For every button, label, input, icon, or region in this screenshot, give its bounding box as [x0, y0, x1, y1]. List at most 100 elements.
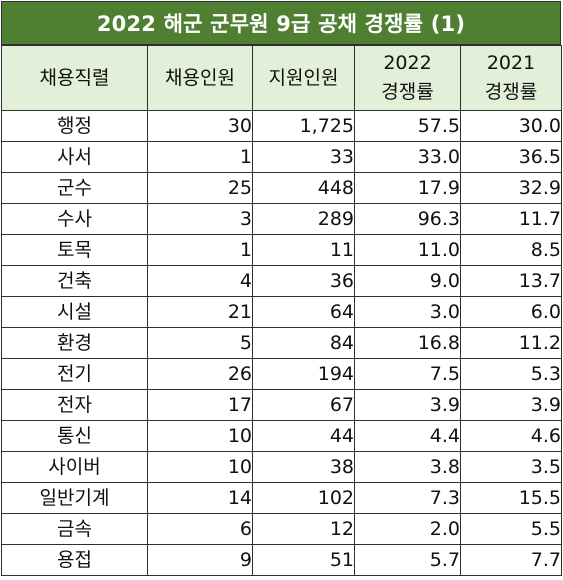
table-row: 금속 6 12 2.0 5.5: [1, 513, 562, 545]
table-header: 채용직렬 채용인원 지원인원 2022 경쟁률 2021 경쟁률: [1, 45, 562, 111]
cell-job-series: 사서: [1, 141, 148, 173]
table-row: 사이버 10 38 3.8 3.5: [1, 451, 562, 483]
data-table: 채용직렬 채용인원 지원인원 2022 경쟁률 2021 경쟁률 행정 30 1,7…: [1, 45, 562, 576]
table-row: 전기 26 194 7.5 5.3: [1, 358, 562, 390]
header-applicant-count: 지원인원: [252, 45, 355, 111]
cell-hire-count: 6: [147, 513, 253, 545]
cell-hire-count: 30: [147, 110, 253, 142]
header-rate-2021-year: 2021: [486, 52, 536, 74]
cell-rate-2021: 11.7: [460, 203, 562, 235]
cell-hire-count: 10: [147, 420, 253, 452]
table-row: 사서 1 33 33.0 36.5: [1, 141, 562, 173]
cell-rate-2022: 96.3: [354, 203, 461, 235]
cell-job-series: 전자: [1, 389, 148, 421]
cell-applicant-count: 289: [252, 203, 355, 235]
cell-hire-count: 3: [147, 203, 253, 235]
table-body: 행정 30 1,725 57.5 30.0 사서 1 33 33.0 36.5 군수 25 448 17.…: [1, 110, 562, 576]
table-row: 전자 17 67 3.9 3.9: [1, 389, 562, 421]
cell-rate-2022: 16.8: [354, 327, 461, 359]
cell-job-series: 금속: [1, 513, 148, 545]
cell-applicant-count: 12: [252, 513, 355, 545]
cell-applicant-count: 36: [252, 265, 355, 297]
cell-hire-count: 26: [147, 358, 253, 390]
cell-hire-count: 10: [147, 451, 253, 483]
cell-rate-2022: 9.0: [354, 265, 461, 297]
cell-rate-2022: 17.9: [354, 172, 461, 204]
header-row: 채용직렬 채용인원 지원인원 2022 경쟁률 2021 경쟁률: [1, 45, 562, 111]
cell-applicant-count: 1,725: [252, 110, 355, 142]
table-row: 수사 3 289 96.3 11.7: [1, 203, 562, 235]
cell-applicant-count: 64: [252, 296, 355, 328]
cell-applicant-count: 11: [252, 234, 355, 266]
cell-job-series: 환경: [1, 327, 148, 359]
cell-rate-2022: 3.8: [354, 451, 461, 483]
cell-rate-2021: 3.9: [460, 389, 562, 421]
cell-job-series: 전기: [1, 358, 148, 390]
cell-job-series: 용접: [1, 544, 148, 576]
cell-rate-2022: 57.5: [354, 110, 461, 142]
cell-job-series: 시설: [1, 296, 148, 328]
cell-rate-2021: 3.5: [460, 451, 562, 483]
cell-hire-count: 9: [147, 544, 253, 576]
table-row: 일반기계 14 102 7.3 15.5: [1, 482, 562, 514]
cell-rate-2021: 5.5: [460, 513, 562, 545]
cell-applicant-count: 102: [252, 482, 355, 514]
cell-job-series: 사이버: [1, 451, 148, 483]
cell-job-series: 행정: [1, 110, 148, 142]
cell-job-series: 군수: [1, 172, 148, 204]
cell-hire-count: 25: [147, 172, 253, 204]
table-row: 토목 1 11 11.0 8.5: [1, 234, 562, 266]
cell-hire-count: 17: [147, 389, 253, 421]
cell-rate-2022: 3.9: [354, 389, 461, 421]
header-rate-2021-label: 경쟁률: [484, 81, 538, 103]
cell-hire-count: 5: [147, 327, 253, 359]
cell-job-series: 토목: [1, 234, 148, 266]
table-row: 행정 30 1,725 57.5 30.0: [1, 110, 562, 142]
cell-rate-2022: 2.0: [354, 513, 461, 545]
table-row: 통신 10 44 4.4 4.6: [1, 420, 562, 452]
cell-rate-2021: 15.5: [460, 482, 562, 514]
cell-rate-2022: 7.3: [354, 482, 461, 514]
cell-rate-2022: 5.7: [354, 544, 461, 576]
cell-applicant-count: 194: [252, 358, 355, 390]
table-title: 2022 해군 군무원 9급 공채 경쟁률 (1): [1, 1, 561, 45]
cell-hire-count: 1: [147, 234, 253, 266]
cell-applicant-count: 44: [252, 420, 355, 452]
cell-rate-2021: 30.0: [460, 110, 562, 142]
cell-rate-2022: 7.5: [354, 358, 461, 390]
cell-rate-2021: 36.5: [460, 141, 562, 173]
cell-rate-2021: 5.3: [460, 358, 562, 390]
cell-rate-2021: 11.2: [460, 327, 562, 359]
cell-job-series: 수사: [1, 203, 148, 235]
cell-applicant-count: 448: [252, 172, 355, 204]
cell-applicant-count: 84: [252, 327, 355, 359]
cell-job-series: 통신: [1, 420, 148, 452]
table-row: 군수 25 448 17.9 32.9: [1, 172, 562, 204]
cell-job-series: 건축: [1, 265, 148, 297]
cell-rate-2022: 11.0: [354, 234, 461, 266]
table-row: 환경 5 84 16.8 11.2: [1, 327, 562, 359]
header-hire-count: 채용인원: [147, 45, 253, 111]
cell-hire-count: 4: [147, 265, 253, 297]
cell-hire-count: 1: [147, 141, 253, 173]
header-rate-2021: 2021 경쟁률: [460, 45, 562, 111]
header-rate-2022-label: 경쟁률: [381, 81, 434, 103]
table-row: 건축 4 36 9.0 13.7: [1, 265, 562, 297]
cell-rate-2021: 7.7: [460, 544, 562, 576]
cell-hire-count: 14: [147, 482, 253, 514]
cell-rate-2022: 3.0: [354, 296, 461, 328]
cell-applicant-count: 33: [252, 141, 355, 173]
cell-rate-2021: 4.6: [460, 420, 562, 452]
table-row: 용접 9 51 5.7 7.7: [1, 544, 562, 576]
cell-applicant-count: 38: [252, 451, 355, 483]
header-rate-2022-year: 2022: [383, 52, 432, 74]
header-rate-2022: 2022 경쟁률: [354, 45, 461, 111]
cell-rate-2021: 6.0: [460, 296, 562, 328]
cell-rate-2021: 32.9: [460, 172, 562, 204]
cell-rate-2021: 8.5: [460, 234, 562, 266]
table-row: 시설 21 64 3.0 6.0: [1, 296, 562, 328]
cell-rate-2022: 4.4: [354, 420, 461, 452]
header-job-series: 채용직렬: [1, 45, 148, 111]
cell-applicant-count: 67: [252, 389, 355, 421]
